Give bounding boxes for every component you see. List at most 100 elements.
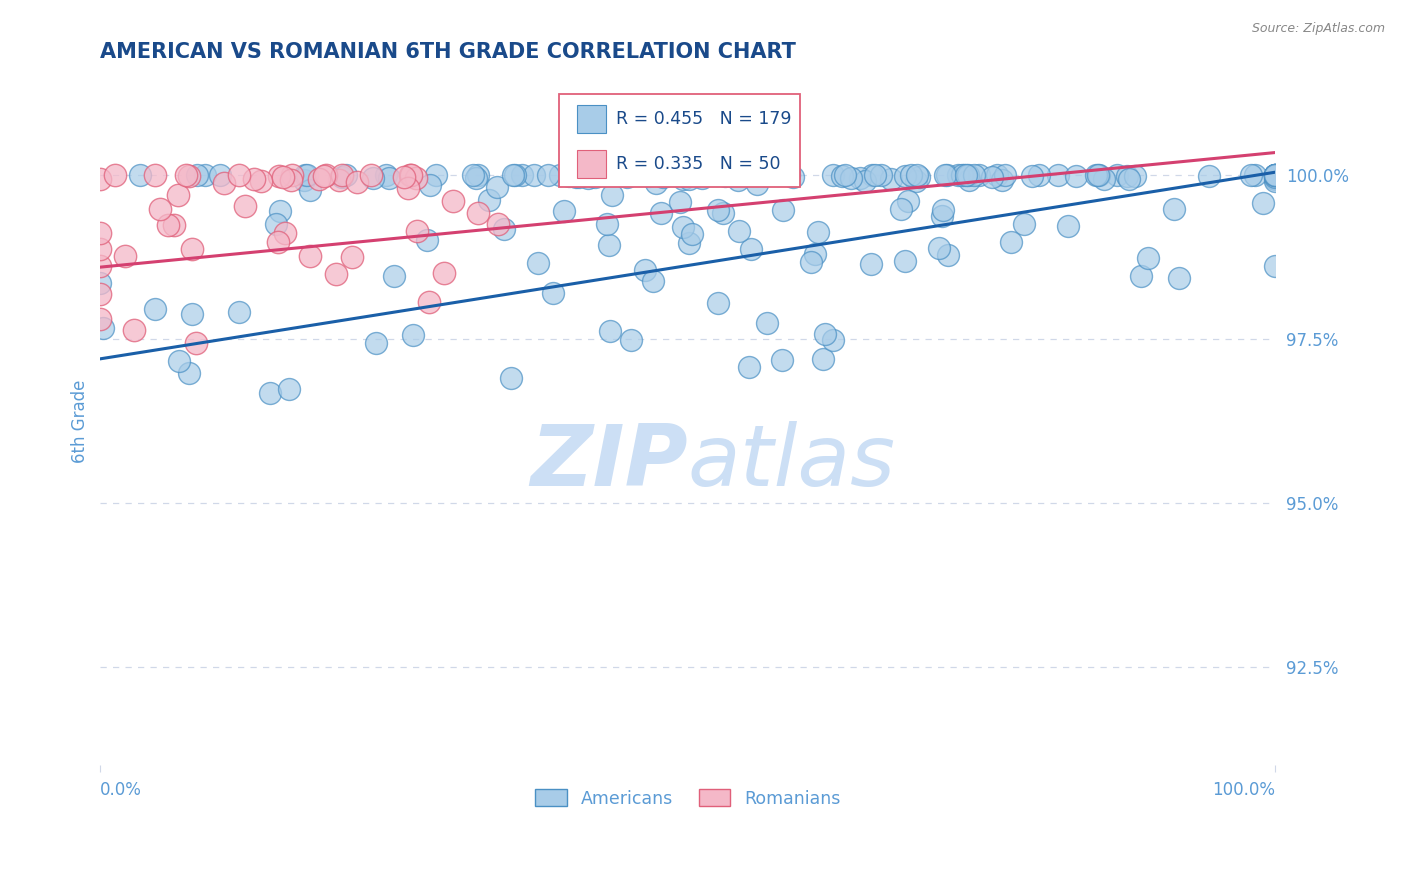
Point <box>963 169 986 183</box>
Point <box>644 176 666 190</box>
Point <box>634 263 657 277</box>
Point <box>526 256 548 270</box>
Text: R = 0.455   N = 179: R = 0.455 N = 179 <box>616 110 792 128</box>
Point <box>800 255 823 269</box>
Point <box>596 217 619 231</box>
Point <box>1251 195 1274 210</box>
Point <box>1264 170 1286 185</box>
Point <box>727 224 749 238</box>
Legend: Americans, Romanians: Americans, Romanians <box>529 782 848 814</box>
Point <box>308 172 330 186</box>
Point <box>89 276 111 290</box>
Point <box>361 170 384 185</box>
Point <box>1130 268 1153 283</box>
Point <box>617 169 640 183</box>
Point <box>602 188 624 202</box>
Point <box>700 169 723 183</box>
Point <box>315 169 337 183</box>
Point <box>565 170 588 185</box>
Text: atlas: atlas <box>688 421 896 504</box>
Point <box>741 169 763 183</box>
Point <box>325 267 347 281</box>
Point <box>980 170 1002 185</box>
Point <box>986 169 1008 183</box>
Text: 100.0%: 100.0% <box>1212 781 1275 799</box>
Point <box>890 202 912 217</box>
Point <box>952 169 974 183</box>
Point <box>392 170 415 185</box>
Point <box>685 169 707 183</box>
Point <box>419 178 441 192</box>
Point <box>266 217 288 231</box>
Point <box>752 169 775 183</box>
Point <box>706 169 728 183</box>
Point <box>259 386 281 401</box>
Point <box>863 169 886 183</box>
Point <box>294 169 316 183</box>
Point <box>541 285 564 300</box>
Point <box>364 335 387 350</box>
Point <box>650 206 672 220</box>
Text: Source: ZipAtlas.com: Source: ZipAtlas.com <box>1251 22 1385 36</box>
Point <box>1240 169 1263 183</box>
Point <box>1264 172 1286 186</box>
Point <box>114 249 136 263</box>
Point <box>745 169 768 183</box>
Point <box>1167 271 1189 285</box>
Point <box>214 177 236 191</box>
Point <box>503 169 526 183</box>
Point <box>934 169 956 183</box>
Point <box>243 172 266 186</box>
Point <box>599 325 621 339</box>
Point <box>1028 169 1050 183</box>
Point <box>880 171 903 186</box>
Point <box>1064 169 1087 183</box>
Point <box>1264 169 1286 183</box>
Point <box>770 352 793 367</box>
Point <box>328 173 350 187</box>
Point <box>235 198 257 212</box>
Point <box>1047 169 1070 183</box>
Point <box>143 169 166 183</box>
Point <box>900 169 922 183</box>
Point <box>122 323 145 337</box>
Point <box>904 174 927 188</box>
Point <box>267 235 290 249</box>
Point <box>177 169 200 184</box>
Point <box>250 173 273 187</box>
Point <box>637 169 659 183</box>
Point <box>156 218 179 232</box>
Point <box>1264 174 1286 188</box>
Text: 0.0%: 0.0% <box>100 781 142 799</box>
Point <box>467 169 489 183</box>
Point <box>167 354 190 368</box>
Point <box>658 169 681 183</box>
Point <box>274 226 297 240</box>
Point <box>396 181 419 195</box>
Point <box>89 171 111 186</box>
Point <box>467 206 489 220</box>
Point <box>1087 169 1109 183</box>
Point <box>499 371 522 385</box>
Point <box>583 169 606 184</box>
Point <box>1264 169 1286 183</box>
Point <box>676 169 699 183</box>
Point <box>89 260 111 274</box>
Point <box>1116 169 1139 184</box>
Point <box>378 171 401 186</box>
Point <box>269 204 291 219</box>
Point <box>1000 235 1022 249</box>
Point <box>346 175 368 189</box>
Point <box>672 219 695 234</box>
Point <box>616 169 638 184</box>
Point <box>89 242 111 256</box>
Point <box>1264 259 1286 273</box>
Point <box>620 333 643 347</box>
Point <box>839 171 862 186</box>
Point <box>193 169 215 183</box>
Point <box>823 169 845 183</box>
Point <box>89 286 111 301</box>
Point <box>299 249 322 263</box>
Point <box>557 169 579 183</box>
Point <box>510 169 533 183</box>
